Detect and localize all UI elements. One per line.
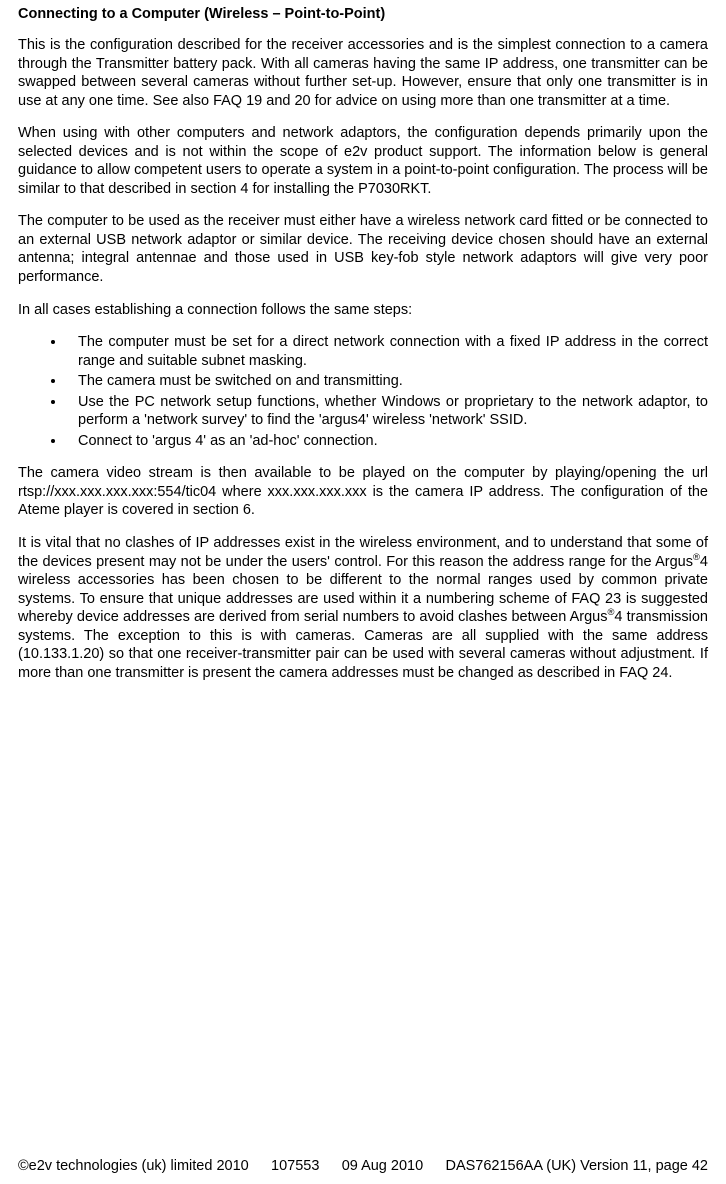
list-item: Use the PC network setup functions, whet… <box>66 393 708 430</box>
paragraph-1: This is the configuration described for … <box>18 36 708 110</box>
paragraph-3: The computer to be used as the receiver … <box>18 212 708 286</box>
footer-pageref: DAS762156AA (UK) Version 11, page 42 <box>445 1158 708 1174</box>
page: Connecting to a Computer (Wireless – Poi… <box>0 0 726 1184</box>
registered-mark-icon: ® <box>693 551 700 562</box>
footer-copyright: ©e2v technologies (uk) limited 2010 <box>18 1158 249 1174</box>
list-item: Connect to 'argus 4' as an 'ad-hoc' conn… <box>66 432 708 451</box>
p6-part-a: It is vital that no clashes of IP addres… <box>18 535 708 570</box>
section-heading: Connecting to a Computer (Wireless – Poi… <box>18 6 708 22</box>
list-item: The computer must be set for a direct ne… <box>66 333 708 370</box>
paragraph-2: When using with other computers and netw… <box>18 124 708 198</box>
footer-date: 09 Aug 2010 <box>342 1158 423 1174</box>
page-footer: ©e2v technologies (uk) limited 2010 1075… <box>18 1158 708 1174</box>
list-item: The camera must be switched on and trans… <box>66 372 708 391</box>
paragraph-5: The camera video stream is then availabl… <box>18 464 708 520</box>
bullet-list: The computer must be set for a direct ne… <box>18 333 708 450</box>
footer-docnum: 107553 <box>271 1158 319 1174</box>
paragraph-6: It is vital that no clashes of IP addres… <box>18 534 708 682</box>
paragraph-4: In all cases establishing a connection f… <box>18 301 708 320</box>
